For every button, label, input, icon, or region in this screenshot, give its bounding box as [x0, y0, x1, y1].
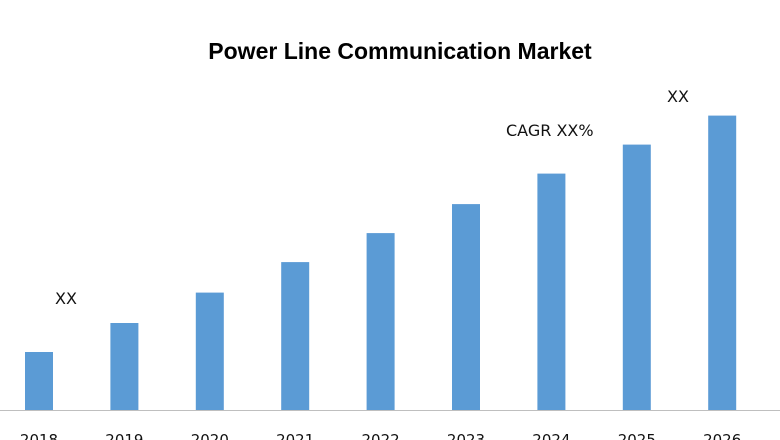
bar-2024 — [537, 173, 566, 410]
x-tick-labels: 2018 2019 2020 2021 2022 2023 2024 2025 2026 — [20, 431, 741, 440]
x-tick-2018: 2018 — [20, 431, 58, 440]
bars-group — [25, 115, 737, 410]
x-tick-2020: 2020 — [191, 431, 229, 440]
x-tick-2022: 2022 — [362, 431, 400, 440]
bar-2026 — [708, 115, 737, 410]
bar-2021 — [281, 262, 310, 410]
bar-2020 — [195, 292, 224, 410]
x-tick-2023: 2023 — [447, 431, 485, 440]
annotation-end-xx: XX — [667, 87, 689, 106]
bar-2025 — [622, 144, 651, 410]
x-tick-2024: 2024 — [532, 431, 570, 440]
annotation-start-xx: XX — [55, 289, 77, 308]
x-tick-2019: 2019 — [105, 431, 143, 440]
bar-2019 — [110, 323, 139, 410]
bar-2022 — [366, 233, 395, 410]
chart-title: Power Line Communication Market — [208, 38, 592, 64]
x-tick-2025: 2025 — [618, 431, 656, 440]
bar-2023 — [452, 204, 480, 410]
x-tick-2021: 2021 — [276, 431, 314, 440]
bar-2018 — [25, 352, 53, 410]
annotation-cagr: CAGR XX% — [506, 121, 594, 140]
x-tick-2026: 2026 — [703, 431, 741, 440]
